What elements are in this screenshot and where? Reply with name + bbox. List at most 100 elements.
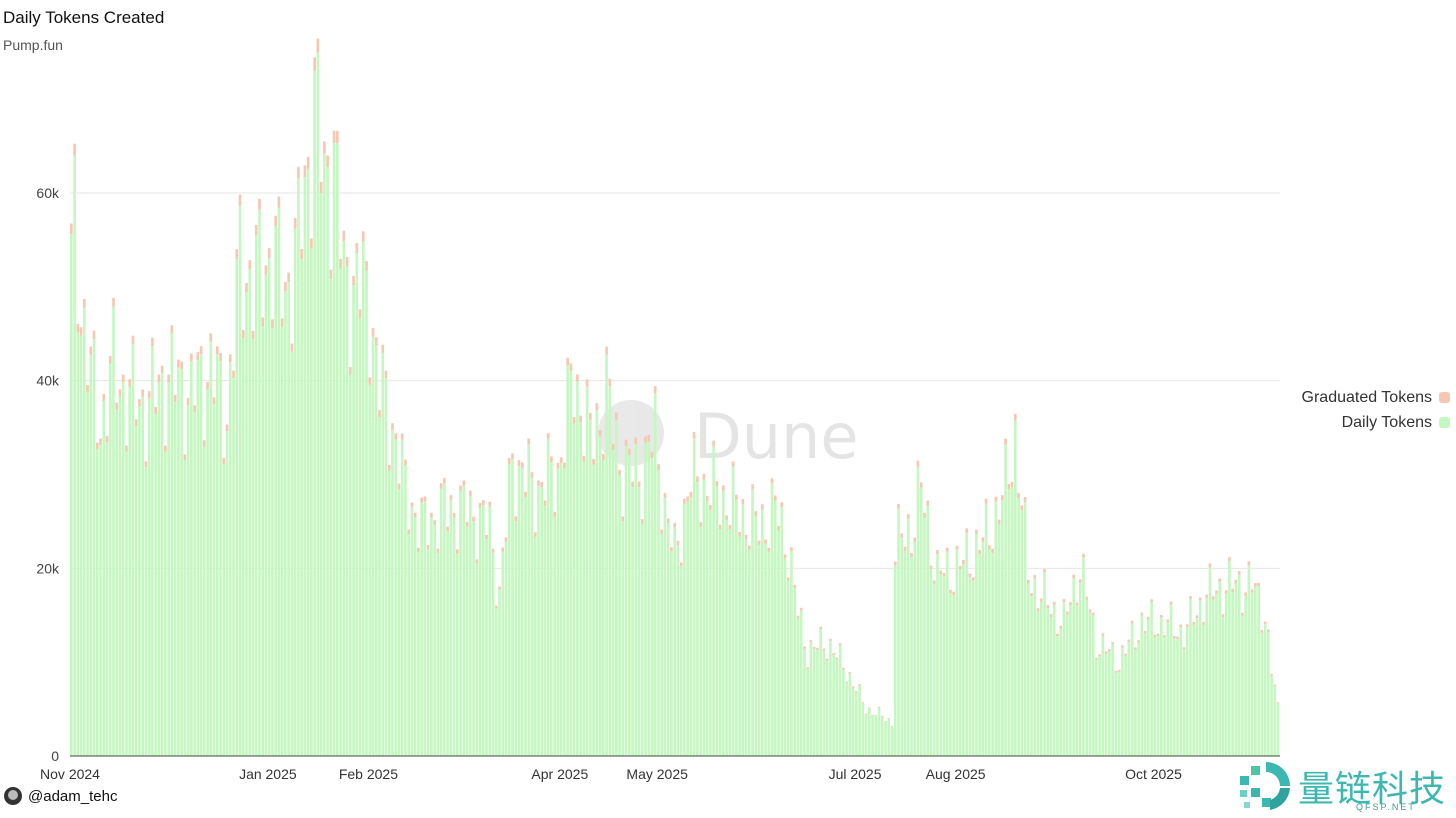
graduated-tokens-bar — [614, 412, 618, 420]
daily-tokens-bar — [1134, 649, 1137, 756]
daily-tokens-bar — [926, 505, 930, 756]
legend-item-daily[interactable]: Daily Tokens — [1302, 410, 1450, 435]
daily-tokens-bar — [832, 655, 835, 756]
daily-tokens-bar — [884, 721, 887, 756]
y-tick-label: 60k — [36, 185, 60, 201]
daily-tokens-bar — [1091, 615, 1095, 756]
author-credit[interactable]: @adam_tehc — [4, 787, 117, 805]
graduated-tokens-bar — [297, 166, 300, 179]
graduated-tokens-bar — [131, 335, 135, 344]
daily-tokens-bar — [936, 554, 939, 756]
graduated-tokens-bar — [640, 519, 644, 524]
daily-tokens-bar — [323, 153, 326, 757]
daily-tokens-bar — [118, 396, 122, 756]
daily-tokens-bar — [942, 576, 946, 756]
daily-tokens-bar — [1195, 618, 1199, 756]
graduated-tokens-bar — [154, 407, 157, 414]
graduated-tokens-bar — [1130, 620, 1134, 624]
graduated-tokens-bar — [1020, 505, 1024, 511]
graduated-tokens-bar — [381, 344, 385, 353]
daily-tokens-bar — [744, 539, 748, 756]
daily-tokens-bar — [203, 446, 206, 756]
daily-tokens-bar — [1218, 582, 1221, 756]
graduated-tokens-bar — [1218, 578, 1221, 583]
daily-tokens-bar — [70, 233, 73, 756]
daily-tokens-bar — [284, 291, 287, 756]
daily-tokens-bar — [897, 508, 900, 756]
daily-tokens-bar — [1179, 627, 1183, 756]
daily-tokens-bar — [887, 718, 891, 756]
graduated-tokens-bar — [731, 461, 735, 468]
graduated-tokens-bar — [336, 130, 339, 144]
graduated-tokens-bar — [241, 330, 245, 339]
legend-swatch-graduated — [1439, 392, 1450, 403]
legend-swatch-daily — [1439, 417, 1450, 428]
daily-tokens-bar — [134, 425, 138, 756]
daily-tokens-bar — [391, 429, 394, 756]
graduated-tokens-bar — [679, 562, 683, 567]
graduated-tokens-bar — [1095, 657, 1098, 660]
daily-tokens-bar — [592, 464, 595, 756]
daily-tokens-bar — [264, 274, 268, 756]
graduated-tokens-bar — [968, 573, 972, 578]
graduated-tokens-bar — [602, 454, 605, 460]
daily-tokens-bar — [293, 228, 297, 757]
daily-tokens-bar — [147, 398, 151, 756]
daily-tokens-bar — [900, 537, 904, 756]
daily-tokens-bar — [82, 307, 86, 756]
graduated-tokens-bar — [527, 438, 531, 445]
graduated-tokens-bar — [352, 275, 355, 286]
daily-tokens-bar — [131, 343, 135, 756]
daily-tokens-bar — [472, 521, 475, 756]
daily-tokens-bar — [702, 479, 706, 756]
daily-tokens-bar — [754, 515, 758, 756]
graduated-tokens-bar — [121, 374, 125, 383]
daily-tokens-bar — [598, 436, 602, 756]
daily-tokens-bar — [277, 207, 281, 757]
graduated-tokens-bar — [530, 472, 534, 478]
graduated-tokens-bar — [663, 493, 667, 499]
graduated-tokens-bar — [1091, 612, 1095, 616]
graduated-tokens-bar — [1179, 624, 1183, 628]
daily-tokens-bar — [589, 419, 592, 756]
daily-tokens-bar — [741, 504, 745, 756]
graduated-tokens-bar — [559, 457, 563, 464]
graduated-tokens-bar — [462, 480, 466, 486]
daily-tokens-bar — [919, 487, 923, 756]
graduated-tokens-bar — [147, 391, 151, 399]
daily-tokens-bar — [563, 468, 566, 756]
legend-item-graduated[interactable]: Graduated Tokens — [1302, 385, 1450, 410]
graduated-tokens-bar — [488, 501, 492, 507]
graduated-tokens-bar — [715, 481, 719, 487]
graduated-tokens-bar — [1176, 636, 1179, 640]
graduated-tokens-bar — [410, 502, 414, 508]
daily-tokens-bar — [868, 708, 871, 756]
graduated-tokens-bar — [608, 378, 612, 387]
graduated-tokens-bar — [955, 545, 959, 550]
graduated-tokens-bar — [705, 496, 709, 502]
graduated-tokens-bar — [1140, 612, 1144, 616]
graduated-tokens-bar — [1007, 484, 1011, 490]
graduated-tokens-bar — [1166, 619, 1170, 623]
graduated-tokens-bar — [978, 549, 981, 554]
graduated-tokens-bar — [1001, 495, 1004, 501]
daily-tokens-bar — [238, 205, 242, 756]
daily-tokens-bar — [1270, 675, 1273, 756]
daily-tokens-bar — [183, 460, 187, 756]
graduated-tokens-bar — [319, 181, 323, 194]
daily-tokens-bar — [576, 381, 579, 756]
daily-tokens-bar — [1117, 671, 1121, 756]
daily-tokens-bar — [556, 468, 560, 756]
daily-tokens-bar — [459, 490, 462, 756]
graduated-tokens-bar — [423, 496, 427, 502]
daily-tokens-bar — [514, 521, 518, 756]
daily-tokens-bar — [988, 549, 991, 756]
graduated-tokens-bar — [1111, 642, 1114, 645]
graduated-tokens-bar — [274, 215, 278, 227]
graduated-tokens-bar — [1153, 634, 1157, 638]
graduated-tokens-bar — [456, 549, 459, 554]
graduated-tokens-bar — [287, 272, 290, 283]
daily-tokens-bar — [439, 488, 443, 756]
graduated-tokens-bar — [592, 458, 595, 465]
graduated-tokens-bar — [1273, 684, 1277, 687]
